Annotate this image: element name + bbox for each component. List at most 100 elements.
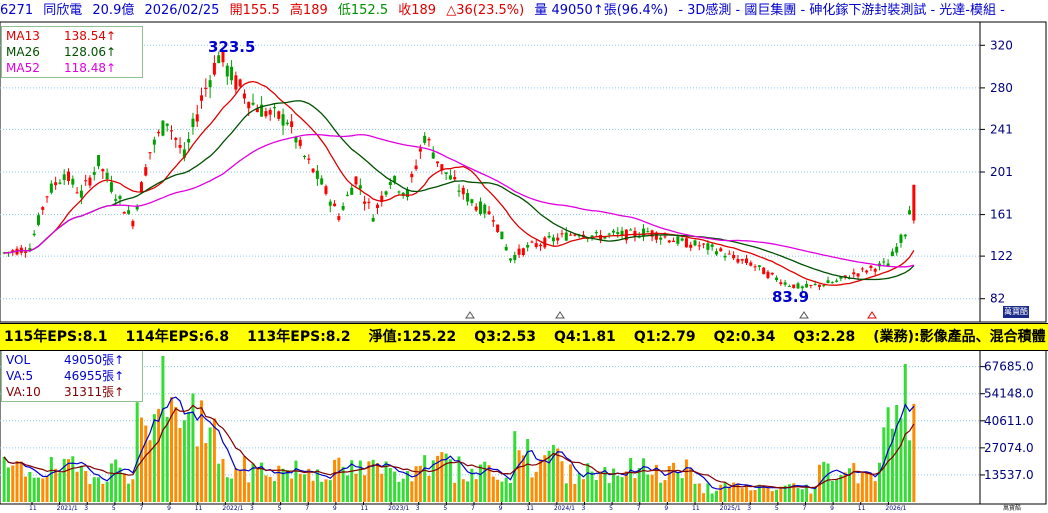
- volume-bar: [526, 439, 530, 502]
- volume-bar: [650, 474, 654, 502]
- volume-bar: [912, 403, 916, 502]
- volume-bar: [49, 456, 53, 502]
- candle-body: [380, 195, 384, 202]
- signal-marker: [867, 311, 877, 319]
- volume-bar: [710, 493, 714, 502]
- candle-body: [238, 79, 242, 87]
- candle-body: [890, 251, 894, 256]
- candle-body: [268, 109, 272, 115]
- candle-body: [255, 108, 259, 113]
- candle-body: [105, 172, 109, 180]
- volume-bar: [607, 483, 611, 502]
- candle-body: [736, 258, 740, 263]
- eps-item: 114年EPS:6.8: [125, 329, 230, 345]
- candle-body: [298, 139, 302, 146]
- candle-body: [852, 272, 856, 275]
- volume-bar: [131, 479, 135, 502]
- candle-body: [165, 123, 169, 126]
- volume-bar: [547, 450, 551, 502]
- volume-bar: [341, 466, 345, 502]
- volume-bar: [187, 411, 191, 502]
- candle-body: [84, 180, 88, 182]
- volume-bar: [247, 482, 251, 502]
- candle-body: [470, 199, 474, 204]
- candle-body: [109, 182, 113, 192]
- volume-bar: [174, 407, 178, 502]
- volume-bar: [620, 477, 624, 502]
- volume-bar: [590, 471, 594, 502]
- volume-bar: [899, 418, 903, 502]
- candle-body: [508, 258, 512, 261]
- volume-bar: [706, 483, 710, 502]
- volume-bar: [556, 448, 560, 502]
- candle-body: [513, 254, 517, 261]
- candle-body: [882, 261, 886, 263]
- x-tick-label: 11: [195, 505, 203, 512]
- volume-bar: [19, 461, 23, 502]
- volume-bar: [766, 487, 770, 502]
- candle-body: [71, 178, 75, 185]
- volume-bar: [11, 465, 15, 502]
- volume-bar: [148, 440, 152, 502]
- candle-body: [169, 130, 173, 132]
- x-tick-label: 11: [858, 505, 866, 512]
- volume-bar: [663, 480, 667, 502]
- candle-body: [732, 254, 736, 259]
- candle-body: [860, 268, 864, 270]
- volume-bar: [551, 444, 555, 502]
- candle-body: [294, 136, 298, 143]
- volume-bar: [890, 428, 894, 502]
- ma52-line: [4, 133, 915, 268]
- volume-bar: [337, 457, 341, 502]
- candle-body: [247, 102, 251, 109]
- candle-body: [697, 245, 701, 247]
- candle-body: [569, 234, 573, 236]
- volume-bar: [191, 393, 195, 502]
- candle-body: [371, 217, 375, 222]
- eps-item: (業務):影像產品、混合積體: [873, 329, 1046, 345]
- volume-bar: [594, 479, 598, 502]
- volume-bar: [770, 491, 774, 502]
- candle-body: [97, 155, 101, 167]
- x-tick-label: 3: [84, 505, 88, 512]
- candle-body: [375, 204, 379, 209]
- candle-body: [62, 174, 66, 181]
- volume-bar: [127, 483, 131, 502]
- candle-body: [333, 203, 337, 207]
- volume-bar: [513, 431, 517, 502]
- candle-body: [101, 169, 105, 172]
- volume-bar: [230, 478, 234, 502]
- eps-item: Q4:1.81: [554, 329, 616, 345]
- candle-body: [212, 62, 216, 75]
- volume-bar: [702, 493, 706, 502]
- candle-body: [826, 280, 830, 284]
- candle-body: [792, 284, 796, 288]
- low-price: 低152.5: [337, 3, 389, 18]
- candle-body: [749, 262, 753, 266]
- candle-body: [354, 176, 358, 185]
- candle-body: [822, 285, 826, 287]
- candle-body: [436, 161, 440, 164]
- stock-name: 同欣電: [43, 3, 83, 18]
- trade-date: 2026/02/25: [144, 3, 220, 18]
- candle-body: [779, 282, 783, 285]
- volume-bar: [285, 470, 289, 502]
- volume-bar: [787, 484, 791, 502]
- x-tick-label: 3: [250, 505, 254, 512]
- volume-bar: [865, 472, 869, 502]
- candle-body: [787, 285, 791, 287]
- candle-body: [367, 201, 371, 204]
- volume-bar: [67, 459, 71, 502]
- volume-bar: [118, 467, 122, 502]
- candle-body: [461, 187, 465, 195]
- candle-body: [388, 182, 392, 186]
- candle-body: [191, 118, 195, 127]
- price-change: △36(23.5%): [446, 3, 525, 18]
- volume-bar: [272, 481, 276, 502]
- candle-body: [809, 284, 813, 286]
- volume-bar: [847, 468, 851, 502]
- candle-body: [350, 187, 354, 195]
- candle-body: [903, 234, 907, 237]
- candle-body: [702, 243, 706, 245]
